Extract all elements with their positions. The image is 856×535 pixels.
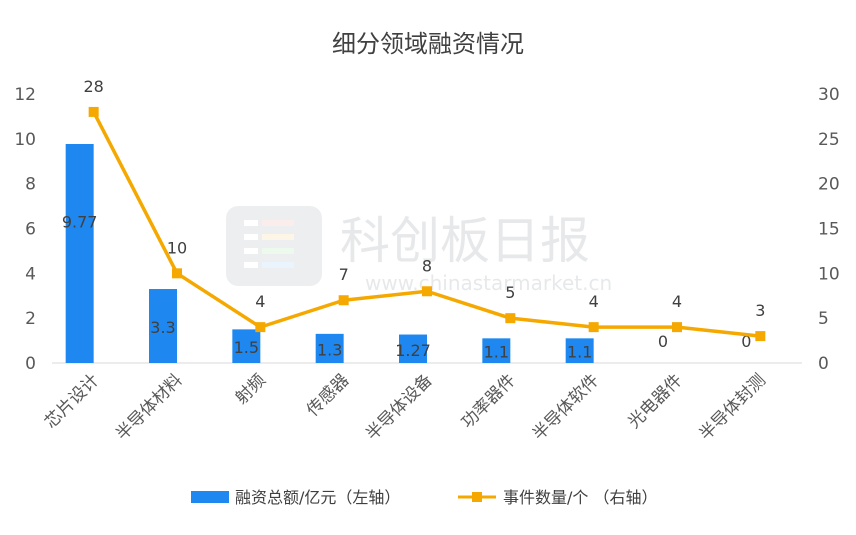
line-data-label: 4 xyxy=(255,292,265,311)
line-data-label: 4 xyxy=(672,292,682,311)
line-data-label: 28 xyxy=(83,77,103,96)
bar-data-label: 0 xyxy=(741,332,751,351)
line-series xyxy=(88,106,766,342)
legend-bar-label: 融资总额/亿元（左轴） xyxy=(235,488,400,507)
legend-line-marker xyxy=(472,492,482,502)
left-tick-label: 10 xyxy=(14,130,36,150)
line-marker xyxy=(88,106,99,117)
right-tick-label: 25 xyxy=(818,130,840,150)
watermark-logo-bar-2 xyxy=(262,220,294,226)
category-label: 功率器件 xyxy=(458,370,520,432)
bar xyxy=(315,333,344,363)
bar-data-label: 1.5 xyxy=(234,338,259,357)
left-tick-label: 8 xyxy=(25,175,36,195)
line-marker xyxy=(755,331,766,342)
category-label: 芯片设计 xyxy=(41,370,103,432)
legend-bar-swatch xyxy=(191,491,229,503)
right-tick-label: 5 xyxy=(818,309,829,329)
bar-data-label: 3.3 xyxy=(150,318,175,337)
category-labels: 芯片设计 半导体材料 射频 传感器 半导体设备 功率器件 半导体软件 光电器件 半导体封测 xyxy=(41,370,770,444)
bar-data-label: 0 xyxy=(658,332,668,351)
line-marker xyxy=(422,286,432,297)
bar-data-label: 1.27 xyxy=(395,341,431,360)
left-tick-label: 12 xyxy=(14,85,36,105)
bar xyxy=(65,143,94,363)
right-tick-label: 30 xyxy=(818,85,840,105)
category-label: 半导体设备 xyxy=(362,370,436,444)
category-label: 半导体材料 xyxy=(112,370,186,444)
line-marker xyxy=(505,313,516,324)
left-tick-label: 6 xyxy=(25,220,36,240)
category-label: 射频 xyxy=(232,370,270,408)
bar-data-label: 1.3 xyxy=(317,340,342,359)
line-marker xyxy=(172,268,182,279)
bar-data-labels: 9.77 3.3 1.5 1.3 1.27 1.1 1.1 0 0 xyxy=(62,212,752,361)
watermark-url: www.chinastarmarket.cn xyxy=(365,271,612,295)
left-tick-label: 4 xyxy=(25,264,36,284)
line-data-label: 5 xyxy=(505,283,515,302)
line-data-label: 10 xyxy=(167,238,187,257)
right-axis: 0 5 10 15 20 25 30 xyxy=(818,85,840,374)
bar-data-label: 1.1 xyxy=(567,343,592,362)
bar xyxy=(232,329,261,363)
right-tick-label: 20 xyxy=(818,175,840,195)
line-marker xyxy=(255,322,266,333)
line-marker xyxy=(338,295,349,306)
line-data-label: 4 xyxy=(589,292,599,311)
legend-line-label: 事件数量/个 （右轴） xyxy=(503,488,657,507)
watermark-logo xyxy=(226,206,322,286)
line-marker xyxy=(588,322,599,333)
left-tick-label: 0 xyxy=(25,354,36,374)
watermark-text: 科创板日报 xyxy=(340,212,590,270)
bar-data-label: 9.77 xyxy=(62,212,98,231)
watermark-logo-bar-6 xyxy=(262,248,294,254)
bar-data-label: 1.1 xyxy=(484,343,509,362)
left-axis: 0 2 4 6 8 10 12 xyxy=(14,85,36,374)
category-label: 传感器 xyxy=(303,370,353,420)
bar xyxy=(399,334,427,363)
category-label: 半导体封测 xyxy=(696,370,770,444)
line-data-label: 3 xyxy=(755,301,765,320)
bar xyxy=(482,338,511,363)
legend: 融资总额/亿元（左轴） 事件数量/个 （右轴） xyxy=(191,488,657,507)
category-label: 光电器件 xyxy=(624,370,686,432)
category-label: 半导体软件 xyxy=(529,370,603,444)
left-tick-label: 2 xyxy=(25,309,36,329)
watermark-logo-bar-5 xyxy=(244,248,258,254)
watermark-logo-bar-8 xyxy=(262,262,294,268)
bar-series xyxy=(65,143,594,363)
line-data-label: 8 xyxy=(422,256,432,275)
bar xyxy=(565,338,594,363)
line-data-labels: 28 10 4 7 8 5 4 4 3 xyxy=(83,77,765,320)
watermark-logo-bar-7 xyxy=(244,262,258,268)
chart-title: 细分领域融资情况 xyxy=(332,30,524,58)
watermark-logo-bar-3 xyxy=(244,234,258,240)
watermark-logo-bar-4 xyxy=(262,234,294,240)
watermark-logo-bar-1 xyxy=(244,220,258,226)
watermark: 科创板日报 www.chinastarmarket.cn xyxy=(226,206,612,295)
bar xyxy=(149,289,177,363)
right-tick-label: 10 xyxy=(818,264,840,284)
line-marker xyxy=(672,322,682,333)
right-tick-label: 15 xyxy=(818,220,840,240)
line-data-label: 7 xyxy=(339,265,349,284)
right-tick-label: 0 xyxy=(818,354,829,374)
